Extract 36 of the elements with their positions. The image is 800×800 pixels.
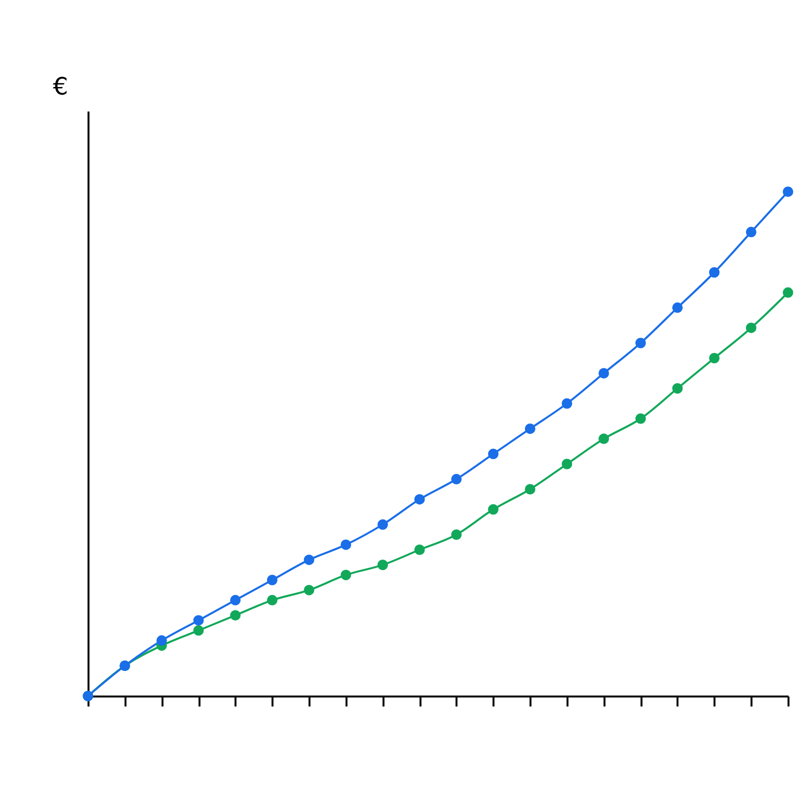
point [451,529,462,540]
point [746,226,756,238]
point [193,625,204,636]
point [524,484,536,494]
point [782,186,794,197]
point [377,560,388,570]
point [672,383,683,394]
point [156,635,167,646]
point [266,594,278,606]
point [709,352,720,364]
point [562,458,572,470]
point [414,494,425,505]
point [524,423,536,434]
point [746,322,756,334]
point [377,519,388,530]
point [414,544,425,555]
point [304,584,314,596]
point [451,474,462,484]
point [488,448,499,460]
point [562,398,572,409]
point [635,338,646,348]
y-axis-title: € [52,72,68,100]
point [635,413,646,424]
point [230,610,241,621]
point [266,574,278,586]
point [340,570,352,580]
point [672,302,683,313]
point [782,287,794,298]
point [193,615,204,626]
point [304,554,314,566]
point [709,267,720,278]
point [230,594,241,606]
point [598,368,610,378]
point [598,434,610,444]
point [340,539,352,550]
point [488,504,499,515]
